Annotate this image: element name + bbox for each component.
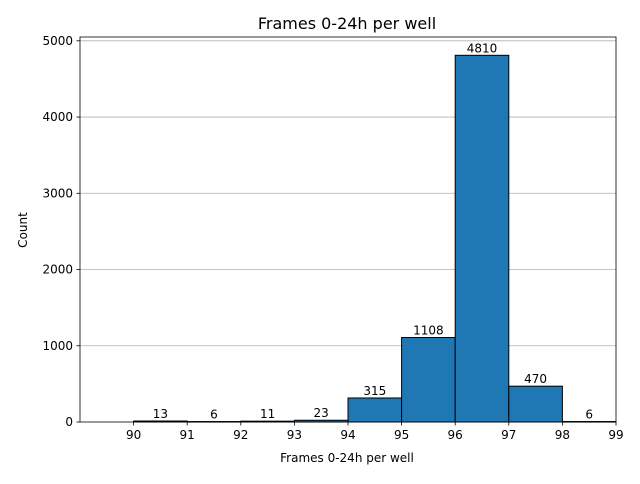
x-tick-label: 94: [340, 428, 355, 442]
bar-value-label: 6: [210, 408, 218, 422]
y-tick-label: 4000: [42, 110, 73, 124]
x-tick-label: 97: [501, 428, 516, 442]
bar-value-label: 4810: [467, 41, 498, 55]
x-tick-label: 92: [233, 428, 248, 442]
y-tick-label: 1000: [42, 339, 73, 353]
y-tick-label: 3000: [42, 186, 73, 200]
grid-layer: [80, 40, 616, 347]
y-tick-label: 5000: [42, 34, 73, 48]
x-tick-label: 95: [394, 428, 409, 442]
chart-title: Frames 0-24h per well: [258, 14, 436, 33]
histogram-bar: [508, 385, 563, 423]
bar-value-label: 470: [524, 372, 547, 386]
y-tick-label: 0: [65, 415, 73, 429]
histogram-bar: [401, 337, 456, 423]
x-tick-label: 99: [608, 428, 623, 442]
histogram-bar: [347, 397, 403, 423]
x-tick-label: 90: [126, 428, 141, 442]
bar-layer: [133, 54, 617, 423]
data-label-layer: 13 6 11 23 315 1108 4810 470 6: [153, 41, 593, 421]
bar-value-label: 6: [585, 408, 593, 422]
plot-frame: [79, 36, 617, 423]
x-axis-label: Frames 0-24h per well: [280, 451, 414, 465]
y-axis-label: Count: [16, 212, 30, 248]
y-tick-label: 2000: [42, 263, 73, 277]
x-tick-label: 98: [555, 428, 570, 442]
x-tick-label: 96: [448, 428, 463, 442]
histogram-bar: [454, 54, 510, 423]
x-tick-label: 91: [180, 428, 195, 442]
bar-value-label: 13: [153, 407, 168, 421]
bar-value-label: 1108: [413, 324, 444, 338]
axis-layer: 0 1000 2000 3000 4000 5000 90 91 92 93 94 95 96 97 98 9…: [42, 34, 623, 442]
bar-value-label: 315: [363, 384, 386, 398]
bar-value-label: 11: [260, 407, 275, 421]
bar-value-label: 23: [314, 406, 329, 420]
x-tick-label: 93: [287, 428, 302, 442]
